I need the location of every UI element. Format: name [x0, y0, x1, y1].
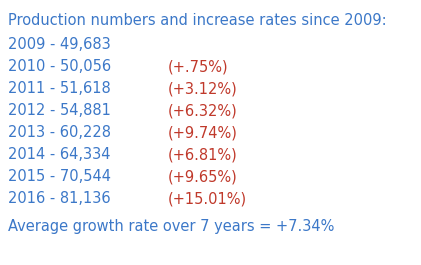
Text: Average growth rate over 7 years = +7.34%: Average growth rate over 7 years = +7.34…	[8, 219, 334, 234]
Text: 2014 - 64,334: 2014 - 64,334	[8, 147, 110, 162]
Text: 2010 - 50,056: 2010 - 50,056	[8, 59, 111, 74]
Text: 2013 - 60,228: 2013 - 60,228	[8, 125, 111, 140]
Text: 2016 - 81,136: 2016 - 81,136	[8, 191, 111, 206]
Text: Production numbers and increase rates since 2009:: Production numbers and increase rates si…	[8, 13, 386, 28]
Text: (+9.65%): (+9.65%)	[168, 169, 238, 184]
Text: 2011 - 51,618: 2011 - 51,618	[8, 81, 111, 96]
Text: (+3.12%): (+3.12%)	[168, 81, 238, 96]
Text: (+6.32%): (+6.32%)	[168, 103, 238, 118]
Text: (+.75%): (+.75%)	[168, 59, 229, 74]
Text: (+9.74%): (+9.74%)	[168, 125, 238, 140]
Text: 2015 - 70,544: 2015 - 70,544	[8, 169, 111, 184]
Text: (+15.01%): (+15.01%)	[168, 191, 247, 206]
Text: (+6.81%): (+6.81%)	[168, 147, 238, 162]
Text: 2009 - 49,683: 2009 - 49,683	[8, 37, 111, 52]
Text: 2012 - 54,881: 2012 - 54,881	[8, 103, 111, 118]
